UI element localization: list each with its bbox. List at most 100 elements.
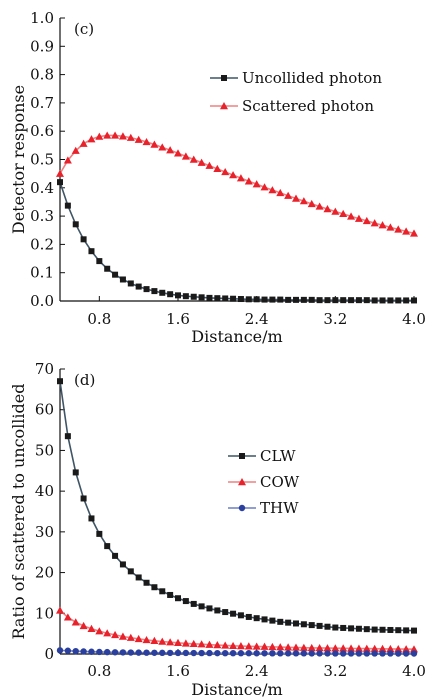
series-uncollided-photon bbox=[57, 179, 417, 304]
data-point bbox=[134, 634, 143, 643]
data-point bbox=[237, 650, 245, 657]
data-point bbox=[277, 618, 284, 625]
data-point bbox=[371, 626, 378, 633]
data-point bbox=[205, 640, 214, 648]
y-tick-label: 0.4 bbox=[30, 179, 54, 197]
data-point bbox=[111, 649, 119, 656]
data-point bbox=[127, 568, 134, 575]
data-point bbox=[307, 199, 316, 208]
data-point bbox=[402, 227, 411, 235]
data-point bbox=[331, 644, 340, 652]
series-line bbox=[59, 181, 414, 302]
y-axis-title: Detector response bbox=[9, 85, 28, 234]
data-point bbox=[253, 615, 260, 622]
data-point bbox=[96, 530, 103, 537]
data-point bbox=[363, 626, 370, 633]
y-tick-label: 50 bbox=[35, 441, 54, 459]
legend-entry: THW bbox=[228, 499, 299, 517]
data-point bbox=[371, 297, 378, 304]
data-point bbox=[222, 295, 229, 302]
data-point bbox=[159, 588, 166, 595]
data-point bbox=[332, 650, 339, 657]
data-point bbox=[307, 643, 316, 652]
series-line bbox=[59, 609, 415, 650]
data-point bbox=[229, 649, 237, 657]
x-tick-label: 2.4 bbox=[245, 310, 269, 328]
data-point bbox=[300, 621, 307, 628]
data-point bbox=[166, 649, 174, 657]
data-point bbox=[292, 643, 300, 651]
data-point bbox=[142, 635, 151, 644]
data-point bbox=[348, 625, 355, 632]
legend-marker bbox=[238, 478, 246, 486]
data-point bbox=[378, 644, 387, 652]
y-tick-label: 0.6 bbox=[30, 122, 54, 140]
data-point bbox=[95, 132, 104, 140]
data-point bbox=[64, 433, 71, 440]
data-point bbox=[237, 296, 244, 303]
legend-label: THW bbox=[260, 499, 299, 517]
data-point bbox=[323, 205, 332, 213]
data-point bbox=[387, 650, 394, 657]
data-point bbox=[354, 214, 363, 222]
x-tick-label: 2.4 bbox=[245, 662, 269, 680]
data-point bbox=[150, 636, 159, 644]
data-point bbox=[112, 552, 119, 559]
data-point bbox=[410, 229, 418, 237]
legend-entry: CLW bbox=[228, 447, 296, 465]
data-point bbox=[284, 191, 293, 199]
data-point bbox=[197, 640, 206, 648]
data-point bbox=[197, 158, 206, 166]
data-point bbox=[71, 146, 80, 154]
data-point bbox=[324, 623, 331, 630]
data-point bbox=[394, 225, 403, 233]
data-point bbox=[79, 621, 88, 630]
legend-label: Uncollided photon bbox=[242, 69, 382, 87]
data-point bbox=[103, 629, 112, 637]
x-axis-title: Distance/m bbox=[191, 680, 282, 699]
data-point bbox=[118, 632, 127, 640]
data-point bbox=[268, 642, 277, 651]
data-point bbox=[300, 650, 308, 657]
data-point bbox=[236, 174, 245, 182]
data-point bbox=[277, 650, 284, 657]
data-point bbox=[190, 293, 197, 300]
data-point bbox=[222, 649, 229, 657]
x-axis-title: Distance/m bbox=[191, 327, 282, 346]
data-point bbox=[166, 146, 175, 154]
y-tick-label: 0 bbox=[44, 645, 54, 663]
data-point bbox=[245, 650, 252, 657]
data-point bbox=[324, 297, 331, 304]
data-point bbox=[79, 139, 88, 147]
data-point bbox=[316, 622, 323, 629]
data-point bbox=[88, 648, 95, 655]
legend-label: COW bbox=[260, 473, 300, 491]
data-point bbox=[175, 595, 181, 602]
data-point bbox=[222, 609, 229, 616]
data-point bbox=[104, 648, 111, 656]
data-point bbox=[293, 620, 299, 627]
data-point bbox=[104, 265, 111, 272]
data-point bbox=[174, 638, 182, 647]
data-point bbox=[213, 164, 222, 173]
data-point bbox=[308, 296, 315, 303]
data-point bbox=[362, 644, 371, 652]
data-point bbox=[269, 617, 276, 624]
data-point bbox=[142, 137, 151, 146]
data-point bbox=[159, 649, 166, 657]
data-point bbox=[118, 132, 127, 140]
data-point bbox=[119, 649, 127, 656]
data-point bbox=[252, 642, 261, 650]
series-line bbox=[59, 134, 415, 235]
data-point bbox=[206, 294, 213, 301]
data-point bbox=[395, 650, 402, 657]
data-point bbox=[87, 624, 96, 632]
data-point bbox=[387, 297, 394, 304]
data-point bbox=[284, 650, 292, 657]
data-point bbox=[71, 618, 80, 626]
data-point bbox=[190, 649, 197, 657]
data-point bbox=[370, 644, 379, 652]
data-point bbox=[159, 289, 166, 296]
y-tick-label: 0.9 bbox=[30, 37, 54, 55]
data-point bbox=[403, 297, 410, 304]
